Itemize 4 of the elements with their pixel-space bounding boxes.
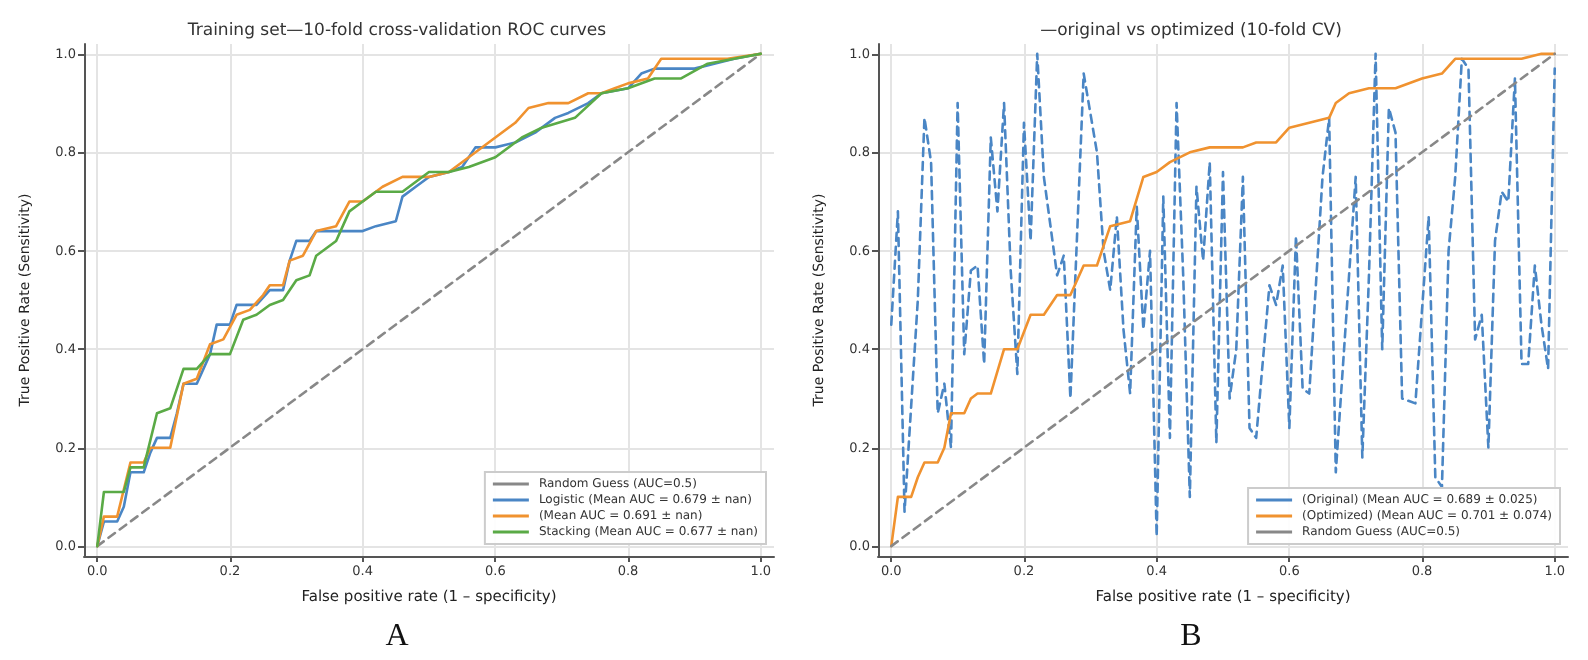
text: B bbox=[1180, 619, 1202, 653]
chart-title: —original vs optimized (10-fold CV) bbox=[1040, 21, 1342, 41]
text: A bbox=[385, 619, 410, 653]
chart-title: Training set—10-fold cross-validation ROC curves bbox=[185, 21, 608, 41]
